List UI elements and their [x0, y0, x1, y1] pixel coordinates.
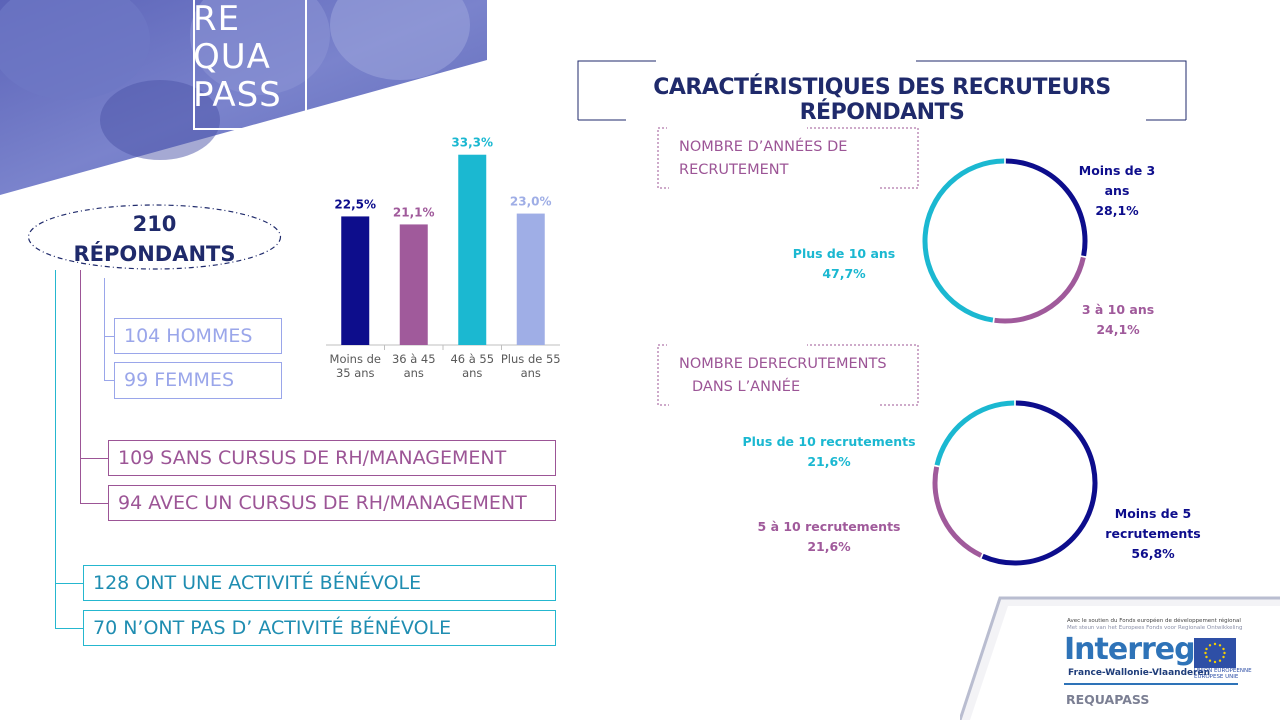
- bar-3: [458, 154, 487, 345]
- respondents-label: RÉPONDANTS: [73, 242, 236, 266]
- eu-flag-icon: [1194, 638, 1236, 668]
- section-recruitments-line-2: DANS L’ANNÉE: [692, 379, 801, 395]
- donut-recruitments-label-1-line-2: recrutements: [1105, 526, 1201, 541]
- bar-category-label-1-2: 35 ans: [336, 366, 375, 380]
- donut-years-label-3-value: 47,7%: [822, 266, 866, 281]
- donut-recruitments-slice-2: [932, 466, 983, 558]
- interreg-footer-panel: [960, 596, 1280, 720]
- interreg-region: France-Wallonie-Vlaanderen: [1068, 668, 1211, 678]
- logo-line-3: PASS: [193, 75, 282, 115]
- donut-recruitments-label-3-name: Plus de 10 recrutements: [742, 434, 916, 449]
- donut-years-label-3: Plus de 10 ans 47,7%: [785, 244, 903, 284]
- bar-category-label-3-2: ans: [462, 366, 482, 380]
- bar-value-label-2: 21,1%: [393, 205, 435, 219]
- title-frame: [577, 60, 1187, 121]
- donut-years-label-1: Moins de 3 ans 28,1%: [1072, 161, 1162, 221]
- section-years-frame: [657, 127, 919, 189]
- donut-recruitments-label-1-line-1: Moins de 5: [1114, 506, 1192, 521]
- footer-support-nl: Met steun van het Europees Fonds voor Re…: [1067, 625, 1243, 631]
- tree-branch-sans-rh: [80, 458, 108, 459]
- donut-recruitments: [932, 400, 1098, 566]
- donut-recruitments-label-2-name: 5 à 10 recrutements: [757, 519, 901, 534]
- donut-years: [922, 158, 1088, 324]
- footer-eu-fr: UNION EUROPÉENNE: [1194, 668, 1252, 674]
- respondents-ellipse: [27, 204, 282, 270]
- donut-years-slice-3: [922, 158, 1005, 323]
- bar-category-label-2-2: ans: [404, 366, 424, 380]
- tree-branch-avec-rh: [80, 503, 108, 504]
- footer-project-name: REQUAPASS: [1066, 692, 1150, 707]
- footer-underline: [1064, 683, 1238, 685]
- group-box-hommes: 104 HOMMES: [114, 318, 282, 354]
- bar-1: [341, 216, 370, 345]
- donut-years-slice-1: [1005, 158, 1088, 257]
- group-box-sans-rh: 109 SANS CURSUS DE RH/MANAGEMENT: [108, 440, 556, 476]
- footer-support-fr: Avec le soutien du Fonds européen de dév…: [1067, 618, 1241, 624]
- donut-years-label-1-name: Moins de 3 ans: [1078, 163, 1156, 198]
- group-box-benevole: 128 ONT UNE ACTIVITÉ BÉNÉVOLE: [83, 565, 556, 601]
- donut-recruitments-label-2: 5 à 10 recrutements 21,6%: [750, 517, 908, 557]
- donut-years-label-2: 3 à 10 ans 24,1%: [1073, 300, 1163, 340]
- tree-branch-benevole: [55, 583, 83, 584]
- bar-category-label-2-1: 36 à 45: [392, 352, 436, 366]
- donut-recruitments-slice-1: [981, 400, 1098, 566]
- tree-branch-femmes: [104, 380, 114, 381]
- bar-category-label-1-1: Moins de: [330, 352, 381, 366]
- donut-recruitments-label-2-value: 21,6%: [807, 539, 851, 554]
- hero-photo-banner: [0, 0, 487, 195]
- donut-years-label-3-name: Plus de 10 ans: [792, 246, 896, 261]
- bar-category-label-4-2: ans: [521, 366, 541, 380]
- group-box-femmes: 99 FEMMES: [114, 362, 282, 399]
- section-recruitments-frame: [657, 344, 919, 406]
- requapass-logo: RE QUA PASS: [193, 0, 307, 130]
- respondents-count: 210: [132, 212, 177, 236]
- donut-recruitments-label-1-value: 56,8%: [1131, 546, 1175, 561]
- tree-branch-non-benevole: [55, 628, 83, 629]
- section-recruitments-line-1: NOMBRE DERECRUTEMENTS: [679, 356, 887, 372]
- footer-eu-nl: EUROPESE UNIE: [1194, 674, 1239, 680]
- section-years-line-1: NOMBRE D’ANNÉES DE: [679, 139, 848, 155]
- donut-recruitments-label-1: Moins de 5 recrutements 56,8%: [1098, 504, 1208, 564]
- bar-category-label-3-1: 46 à 55: [450, 352, 494, 366]
- tree-line-hr: [80, 270, 81, 504]
- donut-years-label-1-value: 28,1%: [1095, 203, 1139, 218]
- bar-category-label-4-1: Plus de 55: [501, 352, 561, 366]
- donut-recruitments-slice-3: [934, 400, 1015, 466]
- donut-recruitments-label-3: Plus de 10 recrutements 21,6%: [735, 432, 923, 472]
- interreg-brand: Interreg: [1064, 632, 1196, 667]
- tree-branch-hommes: [104, 336, 114, 337]
- page-title: CARACTÉRISTIQUES DES RECRUTEURS RÉPONDAN…: [653, 75, 1111, 125]
- section-years-line-2: RECRUTEMENT: [679, 162, 789, 178]
- donut-years-label-2-value: 24,1%: [1096, 322, 1140, 337]
- donut-years-slice-2: [994, 256, 1086, 324]
- donut-recruitments-label-3-value: 21,6%: [807, 454, 851, 469]
- logo-line-1: RE: [193, 0, 241, 39]
- tree-line-gender: [104, 278, 105, 381]
- bar-value-label-4: 23,0%: [510, 195, 552, 209]
- bar-4: [516, 213, 545, 345]
- bar-value-label-3: 33,3%: [451, 136, 493, 150]
- donut-years-label-2-name: 3 à 10 ans: [1081, 302, 1155, 317]
- tree-line-volunteer: [55, 270, 56, 629]
- group-box-non-benevole: 70 N’ONT PAS D’ ACTIVITÉ BÉNÉVOLE: [83, 610, 556, 646]
- logo-line-2: QUA: [193, 37, 271, 77]
- group-box-avec-rh: 94 AVEC UN CURSUS DE RH/MANAGEMENT: [108, 485, 556, 521]
- bar-2: [399, 224, 428, 345]
- bar-value-label-1: 22,5%: [334, 197, 376, 211]
